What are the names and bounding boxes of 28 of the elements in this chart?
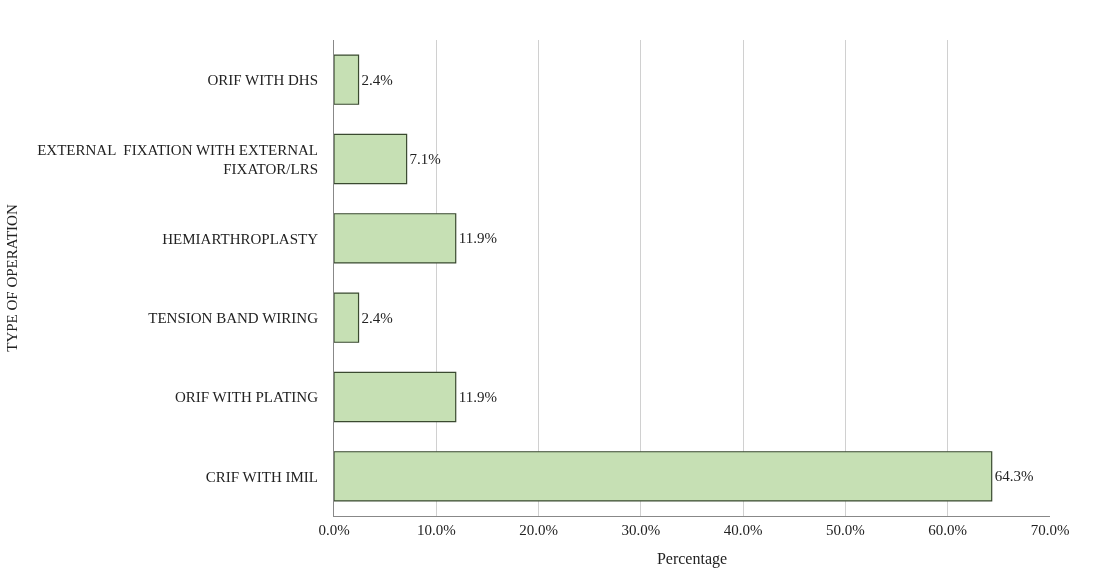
y-axis-title: TYPE OF OPERATION <box>4 204 21 352</box>
bar <box>334 292 360 343</box>
bar <box>334 371 457 423</box>
y-tick-label: CRIF WITH IMIL <box>205 468 318 485</box>
x-tick-label: 0.0% <box>318 522 350 538</box>
y-tick-label: EXTERNAL FIXATION WITH EXTERNAL FIXATOR/LRS <box>37 141 318 177</box>
x-tick-label: 60.0% <box>928 522 968 538</box>
y-tick-label: TENSION BAND WIRING <box>148 309 319 326</box>
x-tick-label: 20.0% <box>519 522 558 538</box>
x-tick-label: 10.0% <box>416 522 456 538</box>
data-label: 7.1% <box>409 151 441 167</box>
y-tick-label: ORIF WITH DHS <box>207 71 318 88</box>
bar <box>334 451 993 502</box>
y-tick-label: HEMIARTHROPLASTY <box>162 230 319 247</box>
x-tick-label: 50.0% <box>826 522 865 538</box>
data-label: 11.9% <box>458 389 497 405</box>
data-label: 2.4% <box>361 71 393 88</box>
data-label: 64.3% <box>994 468 1034 485</box>
x-tick-label: 40.0% <box>723 522 763 538</box>
data-label: 2.4% <box>361 309 393 326</box>
x-tick-label: 30.0% <box>621 522 661 538</box>
bar <box>334 54 360 105</box>
x-tick-label: 70.0% <box>1030 522 1070 538</box>
x-axis-title: Percentage <box>656 549 728 568</box>
bar <box>334 213 457 264</box>
data-label: 11.9% <box>458 230 497 247</box>
y-tick-label: ORIF WITH PLATING <box>174 389 319 406</box>
bar <box>334 133 408 185</box>
